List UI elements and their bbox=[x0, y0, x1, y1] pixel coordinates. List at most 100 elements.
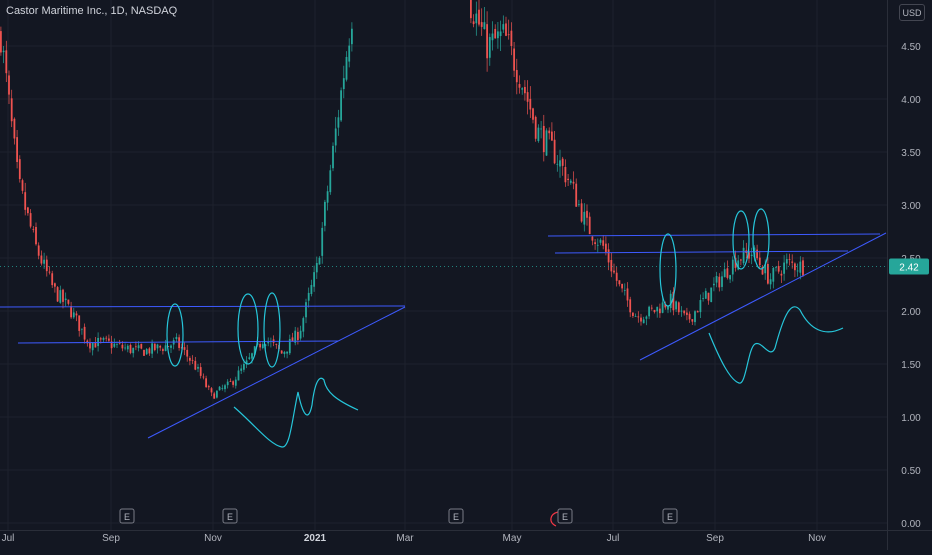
candle-body bbox=[229, 380, 232, 382]
candle-body bbox=[623, 290, 626, 291]
indicator-arc bbox=[550, 511, 559, 527]
candle-body bbox=[710, 287, 713, 303]
candle-body bbox=[567, 178, 569, 181]
candle-body bbox=[261, 344, 264, 349]
candle-body bbox=[91, 342, 94, 351]
candle-body bbox=[629, 299, 632, 313]
candle-body bbox=[334, 128, 337, 146]
y-axis: 0.000.501.001.502.002.503.003.504.004.50 bbox=[901, 42, 921, 530]
candle-body bbox=[499, 31, 502, 37]
candle-body bbox=[286, 351, 288, 354]
candle-body bbox=[540, 128, 542, 130]
candle-body bbox=[548, 130, 551, 134]
candle-body bbox=[94, 342, 97, 348]
candle-body bbox=[702, 298, 704, 299]
candle-body bbox=[621, 283, 623, 289]
y-tick-label: 4.00 bbox=[901, 95, 921, 106]
candle-body bbox=[18, 159, 21, 180]
earnings-marker bbox=[222, 508, 238, 524]
candle-body bbox=[758, 257, 761, 266]
candle-body bbox=[561, 158, 564, 166]
candle-body bbox=[769, 279, 772, 285]
candle-body bbox=[151, 343, 153, 354]
candle-body bbox=[686, 312, 688, 315]
highlight-ellipse bbox=[263, 292, 281, 368]
candle-body bbox=[510, 30, 513, 46]
candle-body bbox=[688, 313, 691, 320]
candle-body bbox=[326, 191, 329, 203]
candle-body bbox=[43, 259, 45, 264]
y-tick-label: 0.00 bbox=[901, 519, 921, 530]
candle-body bbox=[680, 310, 683, 312]
candle-body bbox=[526, 92, 529, 102]
candle-body bbox=[8, 75, 10, 95]
candle-body bbox=[305, 302, 307, 318]
candle-body bbox=[618, 280, 621, 285]
candle-body bbox=[791, 261, 794, 263]
candle-body bbox=[515, 70, 518, 83]
candle-body bbox=[132, 347, 135, 354]
candle-body bbox=[48, 271, 51, 273]
earnings-marker bbox=[557, 508, 573, 524]
candle-body bbox=[159, 345, 162, 348]
candle-body bbox=[750, 254, 753, 257]
candle-body bbox=[583, 211, 586, 225]
candle-body bbox=[348, 45, 351, 62]
candle-body bbox=[613, 270, 615, 273]
candle-body bbox=[796, 270, 799, 272]
candle-body bbox=[502, 24, 505, 30]
candle-body bbox=[556, 163, 559, 165]
candle-body bbox=[267, 341, 270, 344]
trendline bbox=[147, 306, 406, 439]
highlight-ellipse bbox=[752, 208, 770, 270]
projection-curve bbox=[708, 306, 844, 384]
candle-body bbox=[664, 304, 667, 308]
candle-body bbox=[683, 310, 686, 314]
candle-body bbox=[586, 210, 588, 218]
candle-body bbox=[696, 311, 699, 313]
candle-body bbox=[588, 216, 591, 235]
candle-body bbox=[667, 306, 669, 310]
candle-body bbox=[70, 306, 72, 318]
candle-body bbox=[783, 262, 785, 274]
candle-body bbox=[253, 346, 256, 355]
candle-body bbox=[226, 381, 229, 386]
candle-body bbox=[756, 249, 758, 259]
candle-body bbox=[315, 262, 318, 273]
candle-body bbox=[283, 351, 286, 355]
candle-body bbox=[124, 347, 126, 349]
highlight-ellipse bbox=[166, 303, 184, 367]
x-tick-label: 2021 bbox=[304, 533, 327, 544]
candle-body bbox=[310, 285, 313, 294]
x-tick-label: Nov bbox=[204, 533, 222, 544]
candle-body bbox=[216, 390, 218, 398]
candle-body bbox=[497, 31, 499, 39]
candle-body bbox=[572, 181, 575, 184]
candle-body bbox=[669, 293, 672, 309]
candle-body bbox=[494, 28, 497, 39]
earnings-marker bbox=[448, 508, 464, 524]
candle-body bbox=[210, 388, 213, 393]
candle-body bbox=[178, 337, 180, 348]
candle-body bbox=[342, 78, 345, 90]
candle-body bbox=[307, 292, 310, 301]
candle-body bbox=[189, 358, 191, 361]
currency-button[interactable]: USD bbox=[899, 4, 925, 21]
highlight-ellipse bbox=[659, 233, 677, 307]
candle-body bbox=[607, 249, 610, 263]
candle-body bbox=[16, 137, 18, 162]
candle-body bbox=[591, 236, 594, 241]
candle-body bbox=[126, 345, 129, 350]
candle-body bbox=[788, 259, 791, 260]
candle-body bbox=[56, 287, 59, 302]
candle-body bbox=[264, 344, 267, 346]
trendline bbox=[17, 340, 339, 344]
candle-body bbox=[194, 360, 197, 370]
candle-body bbox=[580, 203, 583, 222]
candle-body bbox=[731, 259, 734, 275]
candle-body bbox=[116, 344, 118, 346]
candle-body bbox=[726, 268, 729, 278]
candle-body bbox=[2, 50, 5, 53]
candle-body bbox=[605, 243, 607, 252]
